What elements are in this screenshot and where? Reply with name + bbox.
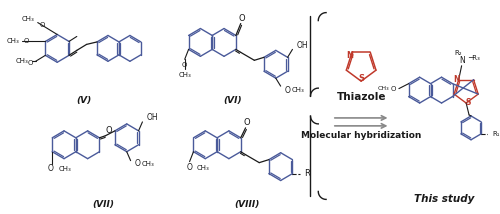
Text: R₁: R₁ (493, 131, 500, 137)
Text: O: O (186, 163, 192, 172)
Text: Molecular hybridization: Molecular hybridization (301, 131, 422, 140)
Text: R₂: R₂ (454, 50, 462, 56)
Text: CH₃: CH₃ (196, 165, 209, 171)
Text: Thiazole: Thiazole (336, 92, 386, 102)
Text: (VI): (VI) (223, 95, 242, 105)
Text: S: S (466, 98, 471, 107)
Text: O: O (243, 118, 250, 127)
Text: O: O (24, 39, 29, 45)
Text: O: O (134, 159, 140, 168)
Text: CH₃: CH₃ (59, 166, 72, 172)
Text: OH: OH (146, 113, 158, 122)
Text: ─R₃: ─R₃ (468, 55, 480, 61)
Text: R: R (304, 169, 310, 178)
Text: O: O (238, 14, 245, 23)
Text: CH₃: CH₃ (142, 161, 154, 167)
Text: CH₃: CH₃ (16, 58, 29, 64)
Text: O: O (48, 164, 53, 173)
Text: CH₃: CH₃ (292, 87, 304, 93)
Text: N: N (459, 56, 464, 65)
Text: O: O (284, 86, 290, 95)
Text: O: O (106, 126, 112, 135)
Text: CH₃: CH₃ (378, 86, 389, 91)
Text: O: O (390, 86, 396, 92)
Text: (VIII): (VIII) (234, 200, 260, 209)
Text: N: N (346, 51, 354, 60)
Text: CH₃: CH₃ (178, 72, 191, 78)
Text: (VII): (VII) (92, 200, 114, 209)
Text: N: N (454, 75, 460, 84)
Text: O: O (39, 22, 44, 28)
Text: S: S (358, 74, 364, 83)
Text: CH₃: CH₃ (22, 16, 35, 22)
Text: This study: This study (414, 194, 474, 204)
Text: O: O (28, 60, 32, 66)
Text: OH: OH (296, 41, 308, 50)
Text: CH₃: CH₃ (6, 39, 19, 45)
Text: O: O (182, 62, 188, 68)
Text: (V): (V) (76, 95, 91, 105)
